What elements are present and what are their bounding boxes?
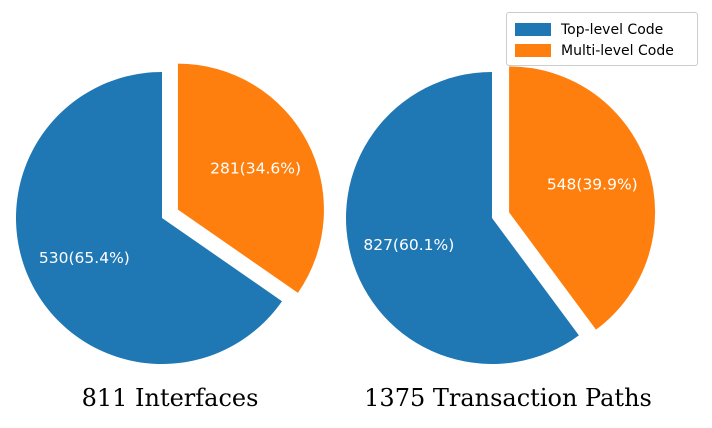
legend-swatch-multi-level [515,44,551,57]
pie-interfaces: 530(65.4%) 281(34.6%) [15,63,324,365]
legend: Top-level Code Multi-level Code [506,12,698,66]
legend-label-multi-level: Multi-level Code [561,42,674,59]
pie-slice-top-level-code [15,72,282,365]
pie-caption-interfaces: 811 Interfaces [81,384,259,412]
pie-slice-label: 827(60.1%) [363,236,454,254]
legend-label-top-level: Top-level Code [561,21,664,38]
pie-slice-label: 530(65.4%) [39,249,130,267]
legend-swatch-top-level [515,23,551,36]
pie-caption-transaction-paths: 1375 Transaction Paths [364,384,652,412]
legend-entry-top-level: Top-level Code [515,19,697,40]
pie-slice-label: 281(34.6%) [210,160,301,178]
pie-slice-multi-level-code [509,66,656,330]
pie-slice-label: 548(39.9%) [547,175,638,193]
pie-transaction-paths: 827(60.1%) 548(39.9%) [346,66,656,364]
pie-slice-multi-level-code [177,63,324,293]
legend-entry-multi-level: Multi-level Code [515,40,697,61]
pie-slice-top-level-code [346,72,579,364]
